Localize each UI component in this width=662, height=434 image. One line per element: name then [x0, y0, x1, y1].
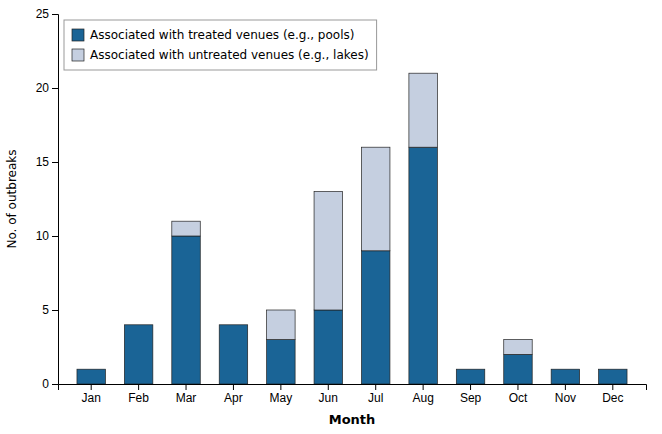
- y-tick: 0: [42, 377, 58, 391]
- legend-item: Associated with untreated venues (e.g., …: [72, 48, 369, 62]
- legend-swatch: [72, 49, 84, 61]
- x-tick-label: Mar: [176, 391, 197, 405]
- x-tick-mark: [233, 384, 234, 390]
- x-tick: Feb: [128, 384, 149, 405]
- bar: [172, 221, 200, 236]
- y-tick-mark: [52, 384, 58, 385]
- bar: [172, 236, 200, 384]
- y-axis-title: No. of outbreaks: [5, 150, 19, 249]
- x-tick-label: Sep: [460, 391, 482, 405]
- x-tick: Jan: [82, 384, 101, 405]
- bar: [314, 192, 342, 310]
- x-tick-label: Aug: [412, 391, 433, 405]
- x-tick-mark: [470, 384, 471, 390]
- x-tick-label: Oct: [509, 391, 528, 405]
- x-tick-mark: [375, 384, 376, 390]
- x-tick-mark: [186, 384, 187, 390]
- x-tick: Oct: [509, 384, 528, 405]
- y-tick-mark: [52, 14, 58, 15]
- x-tick-label: Dec: [602, 391, 623, 405]
- y-tick: 5: [42, 303, 58, 317]
- x-tick-label: Feb: [128, 391, 149, 405]
- legend-label: Associated with untreated venues (e.g., …: [90, 48, 369, 62]
- bar: [77, 369, 105, 384]
- x-tick-label: Jun: [319, 391, 338, 405]
- bar-series: [172, 73, 532, 354]
- bar: [456, 369, 484, 384]
- y-tick-label: 25: [36, 7, 50, 21]
- x-tick-label: Jan: [82, 391, 101, 405]
- x-tick: Jul: [368, 384, 383, 405]
- x-axis-title: Month: [329, 412, 376, 427]
- y-tick-label: 5: [42, 303, 49, 317]
- x-tick-mark: [91, 384, 92, 390]
- y-axis-line: [52, 15, 59, 385]
- y-tick: 15: [36, 155, 58, 169]
- x-tick-label: May: [270, 391, 293, 405]
- legend-swatch: [72, 29, 84, 41]
- bar: [219, 325, 247, 384]
- bar: [219, 324, 247, 325]
- chart: Jan Feb Mar Apr May Jun Jul Aug Sep Oct Nov Dec 0 5 10…: [0, 0, 662, 434]
- legend-item: Associated with treated venues (e.g., po…: [72, 28, 354, 42]
- y-tick: 20: [36, 81, 58, 95]
- bar: [267, 340, 295, 384]
- x-tick-label: Jul: [368, 391, 383, 405]
- bar: [599, 369, 627, 370]
- y-tick-label: 20: [36, 81, 50, 95]
- y-tick-mark: [52, 162, 58, 163]
- y-tick: 25: [36, 7, 58, 21]
- x-tick-mark: [328, 384, 329, 390]
- bar: [409, 147, 437, 384]
- x-tick: Nov: [555, 384, 576, 405]
- x-axis-line: [59, 385, 647, 391]
- y-tick-label: 15: [36, 155, 50, 169]
- y-tick-mark: [52, 310, 58, 311]
- bar: [124, 324, 152, 325]
- y-tick-label: 10: [36, 229, 50, 243]
- bar-series: [77, 147, 627, 384]
- x-axis: Jan Feb Mar Apr May Jun Jul Aug Sep Oct Nov Dec: [59, 384, 647, 405]
- bar: [504, 354, 532, 384]
- x-tick: Mar: [176, 384, 197, 405]
- bar: [599, 369, 627, 384]
- x-tick-mark: [565, 384, 566, 390]
- y-tick-label: 0: [42, 377, 49, 391]
- bar: [124, 325, 152, 384]
- bar: [456, 369, 484, 370]
- x-tick: Apr: [224, 384, 243, 405]
- bar: [361, 251, 389, 384]
- y-tick: 10: [36, 229, 58, 243]
- legend-label: Associated with treated venues (e.g., po…: [90, 28, 354, 42]
- x-tick-mark: [517, 384, 518, 390]
- bar: [504, 340, 532, 355]
- x-tick: Dec: [602, 384, 623, 405]
- x-tick-label: Apr: [224, 391, 243, 405]
- bar: [551, 369, 579, 370]
- bar: [77, 369, 105, 370]
- x-tick-mark: [612, 384, 613, 390]
- plot: Jan Feb Mar Apr May Jun Jul Aug Sep Oct Nov Dec 0 5 10…: [36, 7, 647, 404]
- y-tick-mark: [52, 88, 58, 89]
- legend-frame: [64, 20, 377, 70]
- x-tick: Sep: [460, 384, 482, 405]
- bar: [551, 369, 579, 384]
- bar: [267, 310, 295, 340]
- x-tick-mark: [138, 384, 139, 390]
- y-axis: 0 5 10 15 20 25: [36, 7, 59, 391]
- x-tick-mark: [423, 384, 424, 390]
- bar: [361, 147, 389, 251]
- y-tick-mark: [52, 236, 58, 237]
- bar: [409, 73, 437, 147]
- x-tick-mark: [280, 384, 281, 390]
- x-tick: May: [270, 384, 293, 405]
- x-tick: Aug: [412, 384, 433, 405]
- bar: [314, 310, 342, 384]
- legend: Associated with treated venues (e.g., po…: [64, 20, 377, 70]
- x-tick: Jun: [319, 384, 338, 405]
- x-tick-label: Nov: [555, 391, 576, 405]
- bars: [77, 73, 627, 384]
